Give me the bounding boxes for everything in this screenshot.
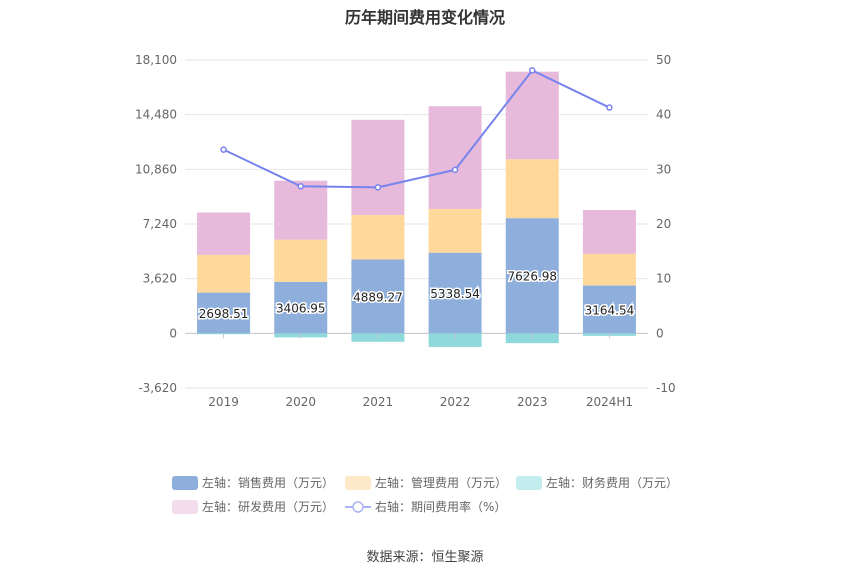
bar-segment-s3-2021 [351, 119, 405, 215]
bar-segment-s3-2022 [428, 106, 482, 209]
rate-point [220, 146, 227, 153]
right-tick-label: 0 [656, 326, 664, 340]
rate-point [606, 104, 613, 111]
legend-finance-label: 左轴：财务费用（万元） [546, 476, 679, 490]
left-tick-label: 14,480 [135, 108, 177, 122]
bar-segment-s1-2023 [505, 159, 559, 219]
bar-segment-s1-2022 [428, 208, 482, 253]
bar-segment-s0-2024H1 [582, 285, 636, 334]
right-tick-label: 40 [656, 108, 671, 122]
left-tick-label: 18,100 [135, 53, 177, 67]
rate-point [451, 166, 459, 174]
data-label-sales: 3164.54 [585, 303, 635, 317]
bar-segment-s3-2019 [197, 212, 251, 255]
left-tick-label: 0 [169, 326, 177, 340]
left-tick-label: 7,240 [143, 217, 177, 231]
x-tick-label: 2021 [363, 395, 394, 409]
legend-rnd-swatch [172, 499, 198, 514]
left-tick-label: 3,620 [143, 272, 177, 286]
right-tick-label: 10 [656, 272, 671, 286]
bar-segment-s0-2022 [428, 252, 482, 334]
left-tick-label: 10,860 [135, 162, 177, 176]
bar-segment-s3-2023 [505, 71, 559, 160]
legend-rnd-label: 左轴：研发费用（万元） [202, 500, 335, 514]
rate-line [223, 69, 610, 189]
data-label-sales: 3406.95 [276, 302, 326, 316]
x-tick-label: 2023 [517, 395, 548, 409]
legend-admin[interactable]: 左轴：管理费用（万元） [345, 474, 507, 491]
legend-sales-label: 左轴：销售费用（万元） [202, 476, 335, 490]
bar-segment-s1-2024H1 [582, 253, 636, 286]
right-tick-label: 20 [656, 217, 671, 231]
legend-sales-swatch [172, 475, 198, 490]
x-tick-label: 2022 [440, 395, 471, 409]
bar-segment-s3-2020 [274, 180, 328, 240]
legend-rate-symbol [345, 500, 371, 513]
bar-segment-s0-2019 [197, 292, 251, 334]
bar-segment-s1-2021 [351, 214, 405, 260]
right-tick-label: 50 [656, 53, 671, 67]
bar-segment-s0-2021 [351, 259, 405, 334]
bar-segment-s3-2024H1 [582, 210, 636, 254]
left-tick-label: -3,620 [138, 381, 177, 395]
data-label-sales: 4889.27 [353, 290, 403, 304]
bar-segment-s0-2020 [274, 281, 328, 334]
right-tick-label: 30 [656, 162, 671, 176]
x-tick-label: 2019 [208, 395, 239, 409]
legend-rate[interactable]: 右轴：期间费用率（%） [345, 498, 506, 515]
data-label-sales: 5338.54 [430, 287, 480, 301]
bar-segment-s2-2022 [428, 333, 482, 347]
right-tick-label: -10 [656, 381, 676, 395]
data-label-sales: 2698.51 [199, 307, 249, 321]
bar-segment-s1-2020 [274, 239, 328, 282]
legend-finance-swatch [516, 475, 542, 490]
rate-point [529, 67, 536, 74]
legend-admin-label: 左轴：管理费用（万元） [375, 476, 508, 490]
rate-point [297, 183, 304, 190]
legend-sales[interactable]: 左轴：销售费用（万元） [172, 474, 334, 491]
data-label-sales: 7626.98 [507, 270, 557, 284]
legend-finance[interactable]: 左轴：财务费用（万元） [516, 474, 678, 491]
legend-rnd[interactable]: 左轴：研发费用（万元） [172, 498, 334, 515]
chart-title: 历年期间费用变化情况 [344, 8, 505, 27]
x-tick-label: 2024H1 [586, 395, 633, 409]
source-note: 数据来源：恒生聚源 [366, 550, 484, 565]
rate-point [374, 184, 382, 191]
bar-segment-s0-2023 [505, 218, 559, 334]
legend-admin-swatch [345, 475, 371, 490]
bar-segment-s1-2019 [197, 254, 251, 293]
legend-rate-label: 右轴：期间费用率（%） [375, 500, 507, 514]
x-tick-label: 2020 [285, 395, 316, 409]
